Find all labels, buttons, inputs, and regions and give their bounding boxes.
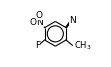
Text: F: F bbox=[35, 40, 40, 50]
Text: O: O bbox=[35, 11, 42, 20]
Text: N: N bbox=[69, 16, 76, 25]
Text: O: O bbox=[29, 18, 36, 27]
Text: N: N bbox=[37, 18, 43, 27]
Text: CH$_3$: CH$_3$ bbox=[74, 39, 91, 52]
